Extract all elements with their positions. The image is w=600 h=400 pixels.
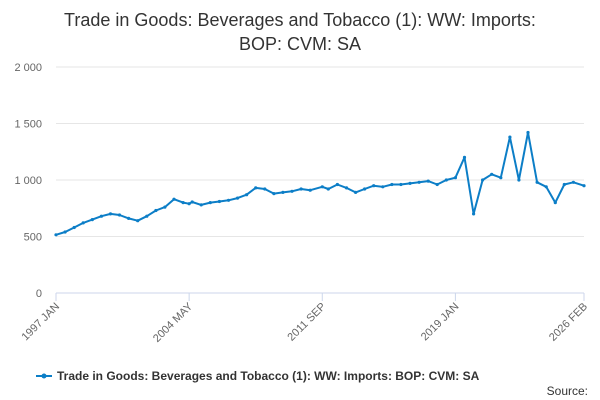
- data-point[interactable]: [435, 182, 439, 187]
- data-point[interactable]: [390, 182, 394, 187]
- x-tick-label: 2026 FEB: [547, 301, 590, 344]
- chart-title-line-2: BOP: CVM: SA: [239, 34, 361, 54]
- data-point[interactable]: [320, 185, 324, 189]
- data-point[interactable]: [335, 182, 339, 187]
- source-label: Source:: [547, 384, 588, 398]
- data-point[interactable]: [117, 213, 122, 217]
- x-tick-label: 2011 SEP: [285, 301, 328, 344]
- data-point[interactable]: [172, 197, 176, 201]
- data-point[interactable]: [226, 198, 231, 202]
- y-tick-label: 0: [36, 288, 42, 300]
- data-point[interactable]: [136, 219, 140, 223]
- data-point[interactable]: [472, 212, 476, 216]
- data-point[interactable]: [354, 190, 358, 194]
- data-point[interactable]: [462, 155, 467, 159]
- data-point[interactable]: [99, 214, 103, 218]
- data-point[interactable]: [281, 190, 285, 194]
- data-point[interactable]: [408, 181, 412, 185]
- series-line: [55, 131, 585, 236]
- series-layer: [54, 130, 586, 237]
- legend-label: Trade in Goods: Beverages and Tobacco (1…: [57, 369, 480, 383]
- data-point[interactable]: [344, 186, 349, 190]
- data-point[interactable]: [187, 202, 191, 206]
- data-point[interactable]: [90, 218, 94, 222]
- data-point[interactable]: [217, 199, 221, 204]
- x-axis-labels: 1997 JAN 2004 MAY 2011 SEP 2019 JAN 2026 FEB: [19, 293, 590, 345]
- y-tick-label: 500: [24, 232, 42, 244]
- data-point[interactable]: [562, 182, 566, 187]
- chart-title-line-1: Trade in Goods: Beverages and Tobacco (1…: [64, 10, 536, 30]
- data-point[interactable]: [81, 221, 85, 225]
- data-point[interactable]: [490, 172, 494, 176]
- data-point[interactable]: [426, 179, 430, 183]
- data-point[interactable]: [308, 188, 312, 192]
- data-point[interactable]: [526, 130, 530, 135]
- data-point[interactable]: [272, 192, 276, 196]
- data-point[interactable]: [54, 233, 58, 237]
- y-axis-labels: 0 500 1 000 1 500 2 000: [14, 62, 42, 300]
- data-point[interactable]: [72, 225, 76, 230]
- data-point[interactable]: [290, 189, 294, 193]
- data-point[interactable]: [553, 201, 557, 205]
- data-point[interactable]: [190, 200, 194, 204]
- data-point[interactable]: [571, 180, 576, 184]
- data-point[interactable]: [127, 216, 131, 220]
- data-point[interactable]: [299, 187, 303, 191]
- data-point[interactable]: [181, 201, 185, 205]
- x-tick-label: 2019 JAN: [419, 301, 462, 344]
- data-point[interactable]: [544, 185, 548, 189]
- data-point[interactable]: [163, 205, 167, 209]
- data-point[interactable]: [481, 178, 485, 182]
- data-point[interactable]: [582, 184, 586, 188]
- data-point[interactable]: [517, 178, 521, 182]
- y-tick-label: 2 000: [14, 62, 42, 74]
- data-point[interactable]: [108, 212, 113, 216]
- grid-lines: [56, 66, 584, 237]
- legend[interactable]: Trade in Goods: Beverages and Tobacco (1…: [36, 369, 480, 383]
- data-point[interactable]: [208, 201, 212, 205]
- x-tick-label: 2004 MAY: [151, 300, 196, 345]
- data-point[interactable]: [245, 193, 249, 197]
- data-point[interactable]: [235, 196, 240, 200]
- data-point[interactable]: [326, 187, 330, 191]
- data-point[interactable]: [399, 182, 403, 187]
- legend-marker-icon: [41, 373, 47, 379]
- y-tick-label: 1 000: [14, 175, 42, 187]
- data-point[interactable]: [417, 180, 421, 184]
- chart-title: Trade in Goods: Beverages and Tobacco (1…: [64, 10, 536, 54]
- data-point[interactable]: [535, 180, 539, 184]
- data-point[interactable]: [363, 187, 367, 191]
- data-point[interactable]: [254, 186, 258, 190]
- data-point[interactable]: [263, 187, 267, 191]
- data-point[interactable]: [145, 214, 149, 218]
- x-tick-label: 1997 JAN: [19, 301, 62, 344]
- y-tick-label: 1 500: [14, 119, 42, 131]
- data-point[interactable]: [63, 230, 67, 234]
- data-point[interactable]: [453, 176, 457, 180]
- data-point[interactable]: [381, 185, 385, 189]
- data-point[interactable]: [199, 203, 203, 207]
- data-point[interactable]: [154, 208, 158, 213]
- data-point[interactable]: [508, 135, 512, 139]
- data-point[interactable]: [372, 184, 376, 188]
- data-point[interactable]: [444, 178, 448, 182]
- data-point[interactable]: [499, 176, 503, 180]
